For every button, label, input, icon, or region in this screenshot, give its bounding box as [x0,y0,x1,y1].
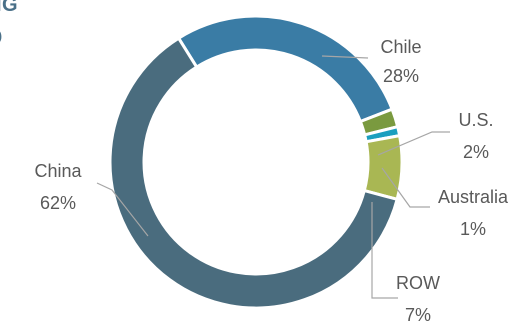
leader-line-row [371,202,398,299]
leader-line-australia [381,167,430,208]
label-australia-name: Australia [438,187,509,207]
label-row-value: 7% [405,305,431,324]
slice-china [108,36,399,310]
donut-slices [108,14,404,310]
label-chile-name: Chile [380,37,421,57]
label-chile-value: 28% [383,66,419,86]
label-us-value: 2% [463,142,489,162]
chart-subtitle-fragment: ) [0,29,2,43]
label-china-value: 62% [40,193,76,213]
label-china-name: China [34,161,82,181]
label-row-name: ROW [396,273,440,293]
label-us-name: U.S. [458,110,493,130]
leader-line-china [96,182,149,237]
leader-lines [96,55,450,299]
slice-row [362,133,404,202]
leader-line-chile [321,55,369,59]
chart-title-fragment: IG [0,0,19,16]
leader-line-us [377,131,450,156]
label-australia-value: 1% [460,219,486,239]
slice-chile [176,14,395,124]
